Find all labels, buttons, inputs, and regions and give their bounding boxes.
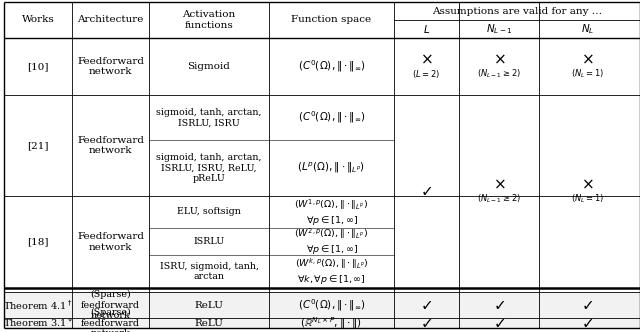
Text: (Sparse)
feedforward
network: (Sparse) feedforward network	[81, 290, 140, 320]
Text: $(C^0(\Omega), \|\cdot\|_\infty)$: $(C^0(\Omega), \|\cdot\|_\infty)$	[298, 59, 365, 74]
Text: Assumptions are valid for any …: Assumptions are valid for any …	[432, 7, 602, 16]
Text: Sigmoid: Sigmoid	[188, 62, 230, 71]
Text: $\times$: $\times$	[581, 178, 594, 192]
Text: $(L=2)$: $(L=2)$	[412, 67, 440, 79]
Text: [21]: [21]	[28, 141, 49, 150]
Bar	[4, 2, 640, 288]
Text: $\checkmark$: $\checkmark$	[581, 298, 593, 312]
Text: $(\mathbb{R}^{N_L \times P}, \|\cdot\|)$: $(\mathbb{R}^{N_L \times P}, \|\cdot\|)$	[301, 315, 362, 331]
Text: $\times$: $\times$	[581, 52, 594, 66]
Text: $(C^0(\Omega), \|\cdot\|_\infty)$: $(C^0(\Omega), \|\cdot\|_\infty)$	[298, 110, 365, 125]
Text: Theorem 4.1$^\dagger$: Theorem 4.1$^\dagger$	[3, 298, 73, 312]
Text: $\times$: $\times$	[420, 52, 433, 66]
Text: $\checkmark$: $\checkmark$	[493, 316, 505, 330]
Text: $(N_{L-1} \geq 2)$: $(N_{L-1} \geq 2)$	[477, 67, 521, 80]
Text: $(W^{k,p}(\Omega), \|\cdot\|_{L^p})$
$\forall k, \forall p \in [1, \infty]$: $(W^{k,p}(\Omega), \|\cdot\|_{L^p})$ $\f…	[294, 257, 369, 286]
Text: ELU, softsign: ELU, softsign	[177, 208, 241, 216]
Text: ISRLU: ISRLU	[193, 237, 225, 246]
Text: $\checkmark$: $\checkmark$	[420, 316, 433, 330]
Text: $\checkmark$: $\checkmark$	[581, 316, 593, 330]
Text: $(N_L = 1)$: $(N_L = 1)$	[571, 192, 604, 205]
Text: Architecture: Architecture	[77, 16, 144, 25]
Text: ReLU: ReLU	[195, 300, 223, 309]
Text: $(C^0(\Omega), \|\cdot\|_\infty)$: $(C^0(\Omega), \|\cdot\|_\infty)$	[298, 297, 365, 313]
Text: $\checkmark$: $\checkmark$	[420, 185, 433, 199]
Bar	[4, 292, 640, 328]
Text: $\checkmark$: $\checkmark$	[493, 298, 505, 312]
Text: $(N_L = 1)$: $(N_L = 1)$	[571, 67, 604, 80]
Text: [10]: [10]	[28, 62, 49, 71]
Text: ReLU: ReLU	[195, 318, 223, 327]
Text: Feedforward
network: Feedforward network	[77, 232, 144, 252]
Text: [18]: [18]	[28, 237, 49, 246]
Text: $N_{L-1}$: $N_{L-1}$	[486, 22, 513, 36]
Text: sigmoid, tanh, arctan,
ISRLU, ISRU: sigmoid, tanh, arctan, ISRLU, ISRU	[156, 108, 262, 127]
Text: Table 2: $\mathbf{Non}$-$\mathbf{closedness}$ results ( notations in Section 2).: Table 2: $\mathbf{Non}$-$\mathbf{closedn…	[4, 330, 476, 332]
Text: Function space: Function space	[291, 16, 372, 25]
Text: $(N_{L-1} \geq 2)$: $(N_{L-1} \geq 2)$	[477, 192, 521, 205]
Text: $\times$: $\times$	[493, 178, 506, 192]
Text: $(L^p(\Omega), \|\cdot\|_{L^p})$: $(L^p(\Omega), \|\cdot\|_{L^p})$	[298, 161, 365, 175]
Text: $\times$: $\times$	[493, 52, 506, 66]
Text: Feedforward
network: Feedforward network	[77, 136, 144, 155]
Text: Feedforward
network: Feedforward network	[77, 57, 144, 76]
Text: $N_L$: $N_L$	[581, 22, 594, 36]
Text: sigmoid, tanh, arctan,
ISRLU, ISRU, ReLU,
pReLU: sigmoid, tanh, arctan, ISRLU, ISRU, ReLU…	[156, 153, 262, 183]
Text: $(W^{2,p}(\Omega), \|\cdot\|_{L^p})$
$\forall p \in [1, \infty]$: $(W^{2,p}(\Omega), \|\cdot\|_{L^p})$ $\f…	[294, 227, 369, 256]
Text: Theorem 3.1$^\diamond$: Theorem 3.1$^\diamond$	[3, 317, 73, 329]
Text: $L$: $L$	[423, 23, 430, 35]
Text: Works: Works	[22, 16, 54, 25]
Text: $(W^{1,p}(\Omega), \|\cdot\|_{L^p})$
$\forall p \in [1, \infty]$: $(W^{1,p}(\Omega), \|\cdot\|_{L^p})$ $\f…	[294, 197, 369, 227]
Text: ISRU, sigmoid, tanh,
arctan: ISRU, sigmoid, tanh, arctan	[159, 262, 259, 281]
Text: $\checkmark$: $\checkmark$	[420, 298, 433, 312]
Text: (Sparse)
feedforward
network: (Sparse) feedforward network	[81, 308, 140, 332]
Text: Activation
functions: Activation functions	[182, 10, 236, 30]
